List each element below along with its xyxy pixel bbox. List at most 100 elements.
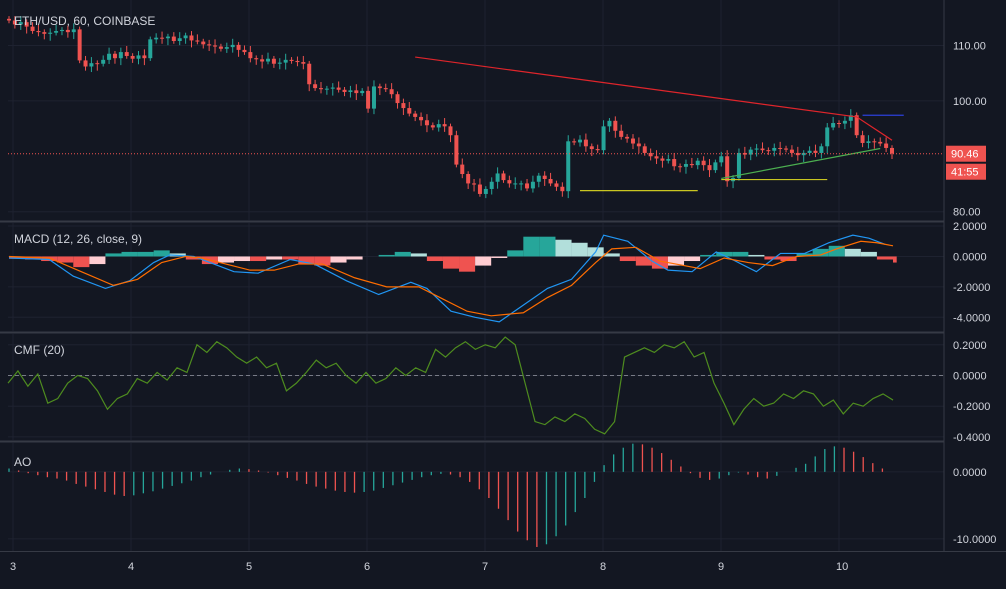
macd-histogram-bar [555,239,572,257]
candle-body [672,159,677,167]
candle-body [884,143,889,148]
ao-axis-tick-label: 0.0000 [953,467,987,479]
macd-histogram-bar [764,256,781,260]
time-axis-label: 9 [718,561,724,573]
candle-body [842,120,847,124]
macd-histogram-bar [314,256,331,266]
candle-body [59,29,64,32]
candle-body [30,26,35,32]
candle-body [583,139,588,147]
candle-body [825,127,830,147]
candle-body [495,173,500,182]
candle-body [536,175,541,182]
candle-body [713,162,718,171]
macd-histogram-bar [89,256,106,265]
candle-body [401,103,406,109]
candle-body [301,62,306,64]
macd-histogram-bar [9,256,26,259]
candle-body [489,181,494,189]
macd-histogram-bar [330,256,347,263]
candle-body [413,113,418,117]
time-axis-label: 6 [364,561,370,573]
cmf-line [7,336,894,435]
candle-body [283,59,288,63]
candle-body [636,143,641,147]
candle-body [642,146,647,153]
candle-body [213,45,218,47]
candle-body [101,59,106,64]
candle-body [383,88,388,90]
candle-body [542,175,547,179]
candle-body [695,160,700,166]
macd-histogram-bar [266,256,283,260]
candle-body [578,139,583,143]
time-axis-label: 8 [600,561,606,573]
candle-body [872,141,877,143]
candle-body [760,148,765,151]
candle-body [742,152,747,155]
candle-body [530,181,535,189]
candle-body [789,149,794,153]
candle-body [207,44,212,46]
candle-body [295,60,300,63]
candle-body [854,115,859,136]
candle-body [254,58,259,60]
candle-body [683,164,688,167]
candle-body [678,166,683,168]
candle-body [118,52,123,59]
candle-body [260,59,265,62]
candle-body [224,47,229,49]
candle-body [560,186,565,192]
candle-body [619,130,624,137]
macd-histogram-bar [876,256,893,260]
candle-body [460,164,465,175]
price-axis-tick-label: 100.00 [953,96,987,108]
candle-body [754,148,759,150]
time-axis-label: 5 [246,561,252,573]
candle-body [813,150,818,153]
macd-histogram-bar [812,248,829,257]
macd-histogram-bar [346,256,363,260]
candle-body [554,183,559,187]
macd-histogram-bar [893,256,897,263]
candle-body [371,86,376,109]
candle-body [195,40,200,42]
candle-body [501,173,506,181]
candle-body [630,138,635,144]
macd-line [8,234,886,323]
candle-body [336,87,341,90]
candle-body [266,58,271,62]
candle-body [572,141,577,143]
candle-body [183,35,188,39]
candle-body [12,20,17,25]
macd-histogram-bar [748,254,765,257]
candle-body [342,89,347,92]
macd-histogram-bar [442,256,460,269]
candle-body [107,53,112,60]
candle-body [136,55,141,59]
macd-histogram-bar [796,253,813,257]
candle-body [866,141,871,143]
macd-histogram-bar [282,256,299,260]
macd-histogram-bar [185,256,202,260]
candle-body [366,90,371,109]
countdown-badge [946,163,986,180]
macd-histogram-bar [667,256,685,266]
cmf-axis-tick-label: -0.2000 [953,401,990,413]
candle-body [772,147,777,151]
candle-body [878,141,883,144]
candle-body [601,126,606,151]
candle-body [548,178,553,184]
candle-body [860,135,865,143]
signal-line [8,240,894,317]
candle-body [472,183,477,185]
candle-body [407,108,412,114]
time-axis-label: 10 [836,561,848,573]
candle-body [748,149,753,155]
candle-body [377,86,382,89]
candle-body [248,52,253,59]
candle-body [7,18,11,21]
candle-body [525,183,530,189]
